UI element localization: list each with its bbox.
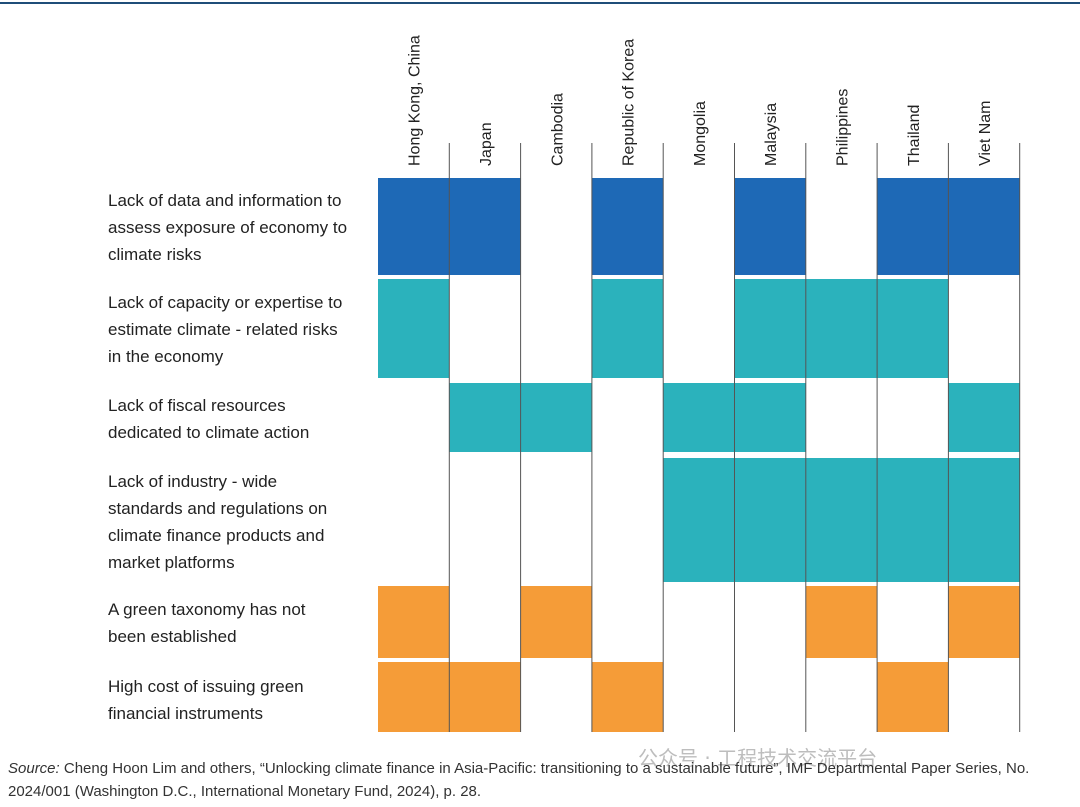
row-label-3-line-0: Lack of industry - wide (108, 472, 277, 491)
cell-r1-c5-to-c7 (734, 279, 949, 378)
column-label-8: Viet Nam (977, 100, 994, 166)
column-label-3: Republic of Korea (621, 39, 638, 166)
column-label-4: Mongolia (692, 101, 709, 166)
row-label-5-line-0: High cost of issuing green (108, 677, 304, 696)
chart-svg: Hong Kong, China Japan Cambodia Republic of… (0, 2, 1080, 732)
row-label-1-line-2: in the economy (108, 347, 224, 366)
column-label-1: Japan (478, 122, 495, 166)
row-label-0-line-1: assess exposure of economy to (108, 218, 347, 237)
source-text: Cheng Hoon Lim and others, “Unlocking cl… (8, 760, 1030, 800)
row-label-3-line-2: climate finance products and (108, 526, 324, 545)
column-label-7: Thailand (906, 105, 923, 166)
cell-r1-c0 (378, 279, 450, 378)
row-label-3-line-1: standards and regulations on (108, 499, 327, 518)
cell-r3-c4-to-c8 (663, 458, 1020, 582)
source-prefix: Source: (8, 760, 60, 777)
cells-layer (378, 178, 1020, 732)
column-labels-layer: Hong Kong, China Japan Cambodia Republic of… (407, 35, 994, 166)
cell-r5-c3 (591, 662, 664, 732)
gridlines-layer (448, 143, 1021, 732)
row-label-5-line-1: financial instruments (108, 704, 263, 723)
row-label-1-line-1: estimate climate - related risks (108, 320, 338, 339)
cell-r0-c3 (591, 178, 664, 275)
row-label-1-line-0: Lack of capacity or expertise to (108, 293, 342, 312)
source-note: Source: Cheng Hoon Lim and others, “Unlo… (8, 757, 1078, 803)
cell-r4-c0 (378, 586, 450, 658)
row-labels-layer: Lack of data and information to assess ex… (108, 191, 347, 723)
row-label-4-line-0: A green taxonomy has not (108, 600, 306, 619)
column-label-5: Malaysia (763, 103, 780, 166)
cell-r5-c7 (877, 662, 949, 732)
column-label-2: Cambodia (549, 93, 566, 166)
cell-r4-c8 (948, 586, 1020, 658)
row-label-3-line-3: market platforms (108, 553, 235, 572)
row-label-0-line-2: climate risks (108, 245, 202, 264)
cell-r2-c8 (948, 383, 1020, 452)
row-label-2-line-0: Lack of fiscal resources (108, 396, 286, 415)
cell-r4-c6 (805, 586, 878, 658)
cell-r0-c5 (734, 178, 806, 275)
column-label-0: Hong Kong, China (407, 35, 424, 166)
column-label-6: Philippines (834, 89, 851, 166)
row-label-4-line-1: been established (108, 627, 237, 646)
watermark: 公众号 · 工程技术交流平台 (638, 746, 878, 770)
row-label-0-line-0: Lack of data and information to (108, 191, 341, 210)
cell-r1-c3 (591, 279, 664, 378)
row-label-2-line-1: dedicated to climate action (108, 423, 309, 442)
cell-r4-c2 (520, 586, 592, 658)
